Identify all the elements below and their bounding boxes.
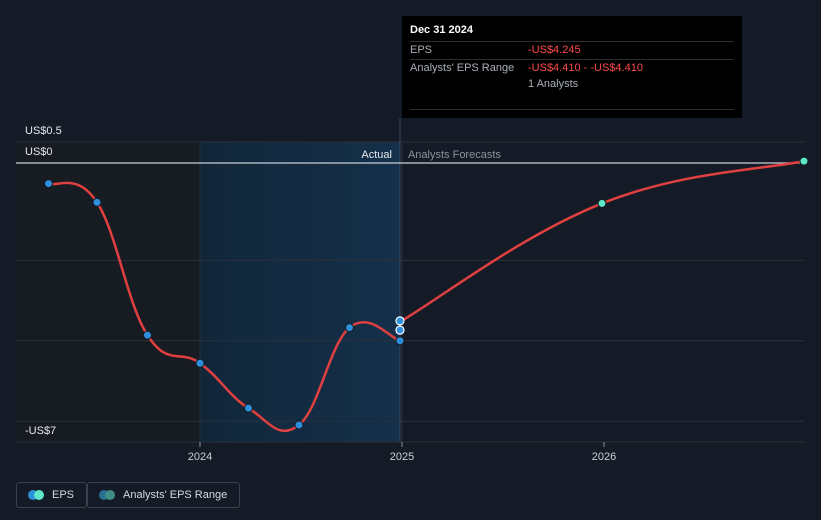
eps-forecast-point — [597, 198, 607, 208]
legend-range-toggle[interactable]: Analysts' EPS Range — [87, 482, 241, 508]
eps-legend-icon — [28, 490, 44, 500]
x-tick-label: 2026 — [592, 451, 616, 463]
tooltip-eps-value: -US$4.245 — [528, 44, 581, 56]
chart-marks — [44, 156, 809, 433]
tooltip-eps-row: EPS -US$4.245 — [410, 41, 734, 59]
y-tick-label: -US$7 — [25, 425, 56, 437]
tooltip-divider — [410, 109, 734, 110]
eps-forecast-point — [799, 156, 809, 166]
x-tick-label: 2024 — [188, 451, 212, 463]
x-tick-label: 2025 — [390, 451, 414, 463]
tooltip-range-value: -US$4.410 - -US$4.410 — [528, 62, 643, 74]
chart-labels: 2024 2025 2026 US$0.5 US$0 -US$7 Actual Analyst… — [25, 125, 616, 463]
forecast-region-label: Analysts Forecasts — [408, 149, 501, 161]
tooltip-analysts-count: 1 Analysts — [528, 78, 579, 90]
past-region-shade — [16, 142, 200, 442]
eps-forecast-line — [398, 159, 806, 324]
range-legend-icon — [99, 490, 115, 500]
tooltip-range-label: Analysts' EPS Range — [410, 62, 515, 74]
tooltip-range-row: Analysts' EPS Range -US$4.410 - -US$4.41… — [410, 59, 734, 77]
eps-forecast-anchor-point — [395, 316, 405, 326]
y-tick-label: US$0.5 — [25, 125, 62, 137]
tooltip-date: Dec 31 2024 — [410, 24, 473, 36]
eps-actual-point — [294, 420, 304, 430]
eps-actual-line — [47, 181, 402, 433]
eps-range-point — [395, 325, 405, 335]
eps-actual-point — [243, 403, 253, 413]
legend-range-label: Analysts' EPS Range — [123, 489, 228, 501]
y-tick-label: US$0 — [25, 146, 53, 158]
highlight-region — [200, 142, 400, 442]
eps-actual-point — [195, 358, 205, 368]
actual-region-label: Actual — [361, 149, 392, 161]
eps-actual-point — [44, 179, 53, 189]
grid-lines — [16, 118, 805, 447]
legend-eps-toggle[interactable]: EPS — [16, 482, 88, 508]
tooltip-eps-label: EPS — [410, 44, 433, 56]
eps-actual-point — [344, 323, 354, 333]
legend-eps-label: EPS — [52, 489, 75, 501]
eps-actual-point — [395, 336, 405, 346]
eps-actual-point — [142, 330, 152, 340]
eps-actual-point — [92, 197, 102, 207]
eps-tooltip: Dec 31 2024 EPS -US$4.245 Analysts' EPS … — [402, 16, 742, 118]
